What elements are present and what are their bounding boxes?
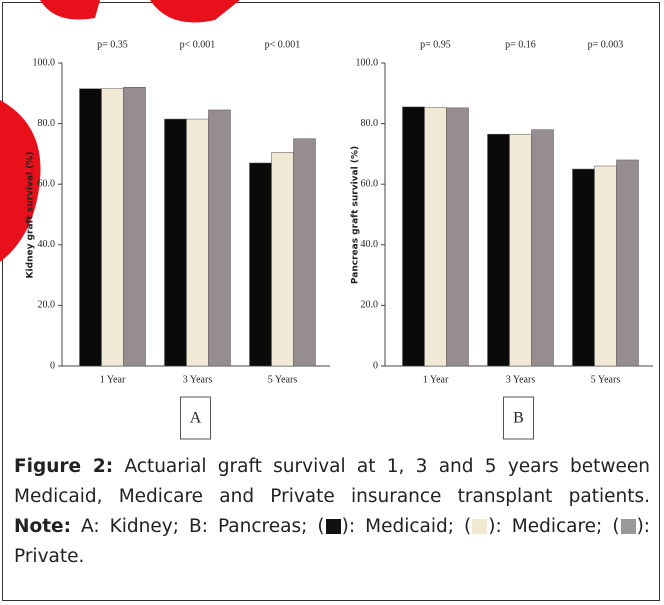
p-value: p< 0.001 <box>265 39 301 50</box>
bar <box>187 119 209 366</box>
p-value: p= 0.003 <box>588 39 624 50</box>
bar <box>165 119 187 366</box>
page: 0 20.0 40.0 60.0 80.0 100.0 Kidney graft survi… <box>0 0 664 605</box>
bar <box>617 160 639 366</box>
bar <box>447 108 469 366</box>
panel-label: A <box>190 410 202 427</box>
p-value: p= 0.95 <box>420 39 451 50</box>
bar <box>209 110 231 366</box>
p-value: p= 0.35 <box>97 39 128 50</box>
decoration <box>150 0 240 23</box>
note-text: ): Medicare; ( <box>488 516 619 537</box>
note-text: A: Kidney; B: Pancreas; ( <box>81 516 325 537</box>
x-tick-label: 5 Years <box>591 374 621 385</box>
x-tick-label: 1 Year <box>423 374 449 385</box>
x-tick-label: 1 Year <box>100 374 126 385</box>
bar <box>102 89 124 366</box>
panel-label: B <box>513 410 524 427</box>
bar <box>573 169 595 366</box>
y-tick-label: 100.0 <box>356 57 379 68</box>
bar <box>272 152 294 366</box>
y-tick-label: 20.0 <box>38 300 56 311</box>
x-tick-label: 5 Years <box>268 374 298 385</box>
y-tick-label: 40.0 <box>361 239 379 250</box>
bar <box>250 163 272 366</box>
legend-swatch <box>326 519 341 534</box>
decoration <box>40 0 100 20</box>
chart: 0 20.0 40.0 60.0 80.0 100.0 Kidney graft survi… <box>0 0 664 445</box>
y-tick-label: 80.0 <box>38 118 56 129</box>
bar <box>425 108 447 366</box>
y-tick-label: 60.0 <box>38 178 56 189</box>
y-axis-label: Pancreas graft survival (%) <box>351 146 361 284</box>
y-tick-label: 100.0 <box>33 57 56 68</box>
bar <box>595 166 617 366</box>
note-label: Note: <box>14 516 71 537</box>
bar <box>403 107 425 366</box>
caption-label: Figure 2: <box>14 456 113 477</box>
y-axis-label: Kidney graft survival (%) <box>26 152 36 279</box>
x-tick-label: 3 Years <box>183 374 213 385</box>
p-value: p= 0.16 <box>505 39 536 50</box>
y-tick-label: 40.0 <box>38 239 56 250</box>
y-tick-label: 60.0 <box>361 178 379 189</box>
y-tick-label: 20.0 <box>361 300 379 311</box>
bar <box>124 87 146 366</box>
y-tick-label: 80.0 <box>361 118 379 129</box>
bar <box>80 89 102 366</box>
legend-swatch <box>472 519 487 534</box>
bar <box>488 134 510 366</box>
x-tick-label: 3 Years <box>506 374 536 385</box>
bar <box>532 130 554 366</box>
legend-swatch <box>621 519 636 534</box>
y-tick-label: 0 <box>373 360 378 371</box>
note-text: ): Medicaid; ( <box>342 516 472 537</box>
y-tick-label: 0 <box>50 360 55 371</box>
caption: Figure 2: Actuarial graft survival at 1,… <box>14 452 650 572</box>
p-value: p< 0.001 <box>180 39 216 50</box>
bar <box>510 134 532 366</box>
bar <box>294 139 316 366</box>
